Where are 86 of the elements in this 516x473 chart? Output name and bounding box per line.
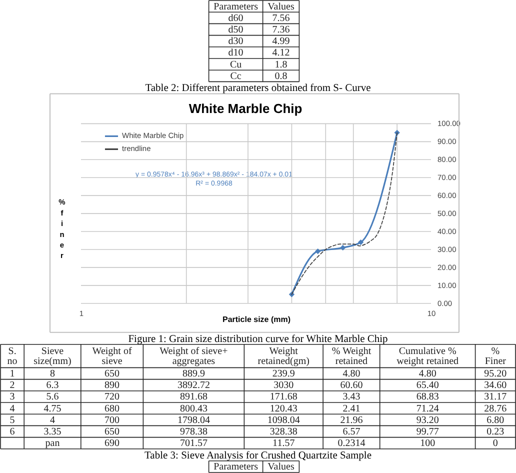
text: 3892.72: [177, 380, 210, 392]
text: 4: [10, 403, 15, 414]
text: 4.75: [44, 403, 62, 414]
text: 6.80: [486, 414, 504, 426]
text: 4: [50, 414, 55, 426]
text: 11.57: [272, 438, 295, 450]
text: 890: [104, 380, 120, 392]
text: pan: [45, 438, 60, 450]
text: 650: [104, 368, 120, 380]
text: 3.43: [342, 392, 360, 403]
text: 1798.04: [177, 414, 210, 426]
category-label: % Finer: [484, 346, 507, 368]
text: 171.68: [270, 392, 298, 403]
category-label: d30: [228, 36, 244, 48]
text: 99.77: [416, 426, 439, 438]
text: 0.2314: [338, 438, 366, 450]
text: 700: [104, 414, 120, 426]
category-label: Weight of sieve: [92, 346, 132, 368]
text: 1.8: [274, 59, 288, 70]
category-label: Values: [268, 1, 294, 12]
text: 31.17: [484, 392, 507, 403]
text: 60.60: [340, 380, 363, 392]
text: 0: [492, 438, 498, 450]
text: 7.56: [272, 12, 290, 24]
text: 95.20: [484, 368, 507, 380]
category-label: Sieve size(mm): [34, 346, 72, 368]
text: 120.43: [270, 403, 298, 414]
text: 93.20: [416, 414, 439, 426]
text: 34.60: [484, 380, 507, 392]
category-label: 5: [10, 414, 15, 426]
text: 8: [50, 368, 55, 380]
text: 680: [104, 403, 120, 414]
text: 889.9: [182, 368, 205, 380]
category-label: d10: [228, 48, 244, 59]
text: 2.41: [342, 403, 360, 414]
category-label: Cu: [230, 59, 242, 70]
point: [340, 244, 346, 251]
category-label: Parameters: [214, 462, 258, 473]
category-label: Cc: [230, 70, 242, 82]
text: 0.8: [274, 70, 288, 82]
category-label: d60: [228, 12, 244, 24]
text: 3030: [274, 380, 294, 392]
text: 978.38: [180, 426, 208, 438]
text: 701.57: [180, 438, 208, 450]
category-label: 1: [10, 368, 15, 380]
text: 4.80: [342, 368, 360, 380]
text: 239.9: [272, 368, 295, 380]
category-label: Weight retained(gm): [258, 346, 310, 368]
category-label: 2: [10, 380, 15, 392]
text: 100: [420, 438, 436, 450]
text: 4.80: [418, 368, 436, 380]
point: [315, 248, 321, 254]
category-label: 3: [10, 392, 15, 403]
text: Table 3: Sieve Analysis for Crushed Quartzite Sample: [144, 450, 372, 462]
chart-title: White Marble Chip: [188, 101, 302, 116]
text: 4.12: [272, 48, 290, 59]
text: 4.99: [272, 36, 290, 48]
text: 1098.04: [267, 414, 300, 426]
category-label: Weight of sieve+ aggregates: [160, 346, 228, 368]
text: 0.23: [486, 426, 504, 438]
text: 6.3: [46, 380, 59, 392]
text: 720: [104, 392, 120, 403]
text: 28.76: [484, 403, 507, 414]
text: 7.36: [272, 24, 290, 36]
x-axis-title: Particle size (mm): [222, 314, 291, 324]
text: 65.40: [416, 380, 439, 392]
text: 328.38: [270, 426, 298, 438]
category-label: Values: [268, 462, 294, 473]
text: Table 2: Different parameters obtained from S- Curve: [145, 83, 372, 94]
text: 21.96: [340, 414, 363, 426]
text: 800.43: [180, 403, 208, 414]
text: 3.35: [44, 426, 62, 438]
text: 650: [104, 426, 120, 438]
category-label: % Weight retained: [332, 346, 372, 368]
category-label: 6: [10, 426, 15, 438]
caption: Figure 1: Grain size distribution curve for White Marble Chip: [128, 334, 388, 345]
category-label: Cumulative % weight retained: [396, 346, 459, 368]
text: 6.57: [342, 426, 360, 438]
text: 5.6: [46, 392, 59, 403]
text: 891.68: [180, 392, 208, 403]
text: 71.24: [416, 403, 439, 414]
category-label: d50: [228, 24, 244, 36]
text: 690: [104, 438, 120, 450]
text: 68.83: [416, 392, 439, 403]
category-label: S. no: [7, 346, 18, 368]
category-label: Parameters: [214, 1, 258, 12]
